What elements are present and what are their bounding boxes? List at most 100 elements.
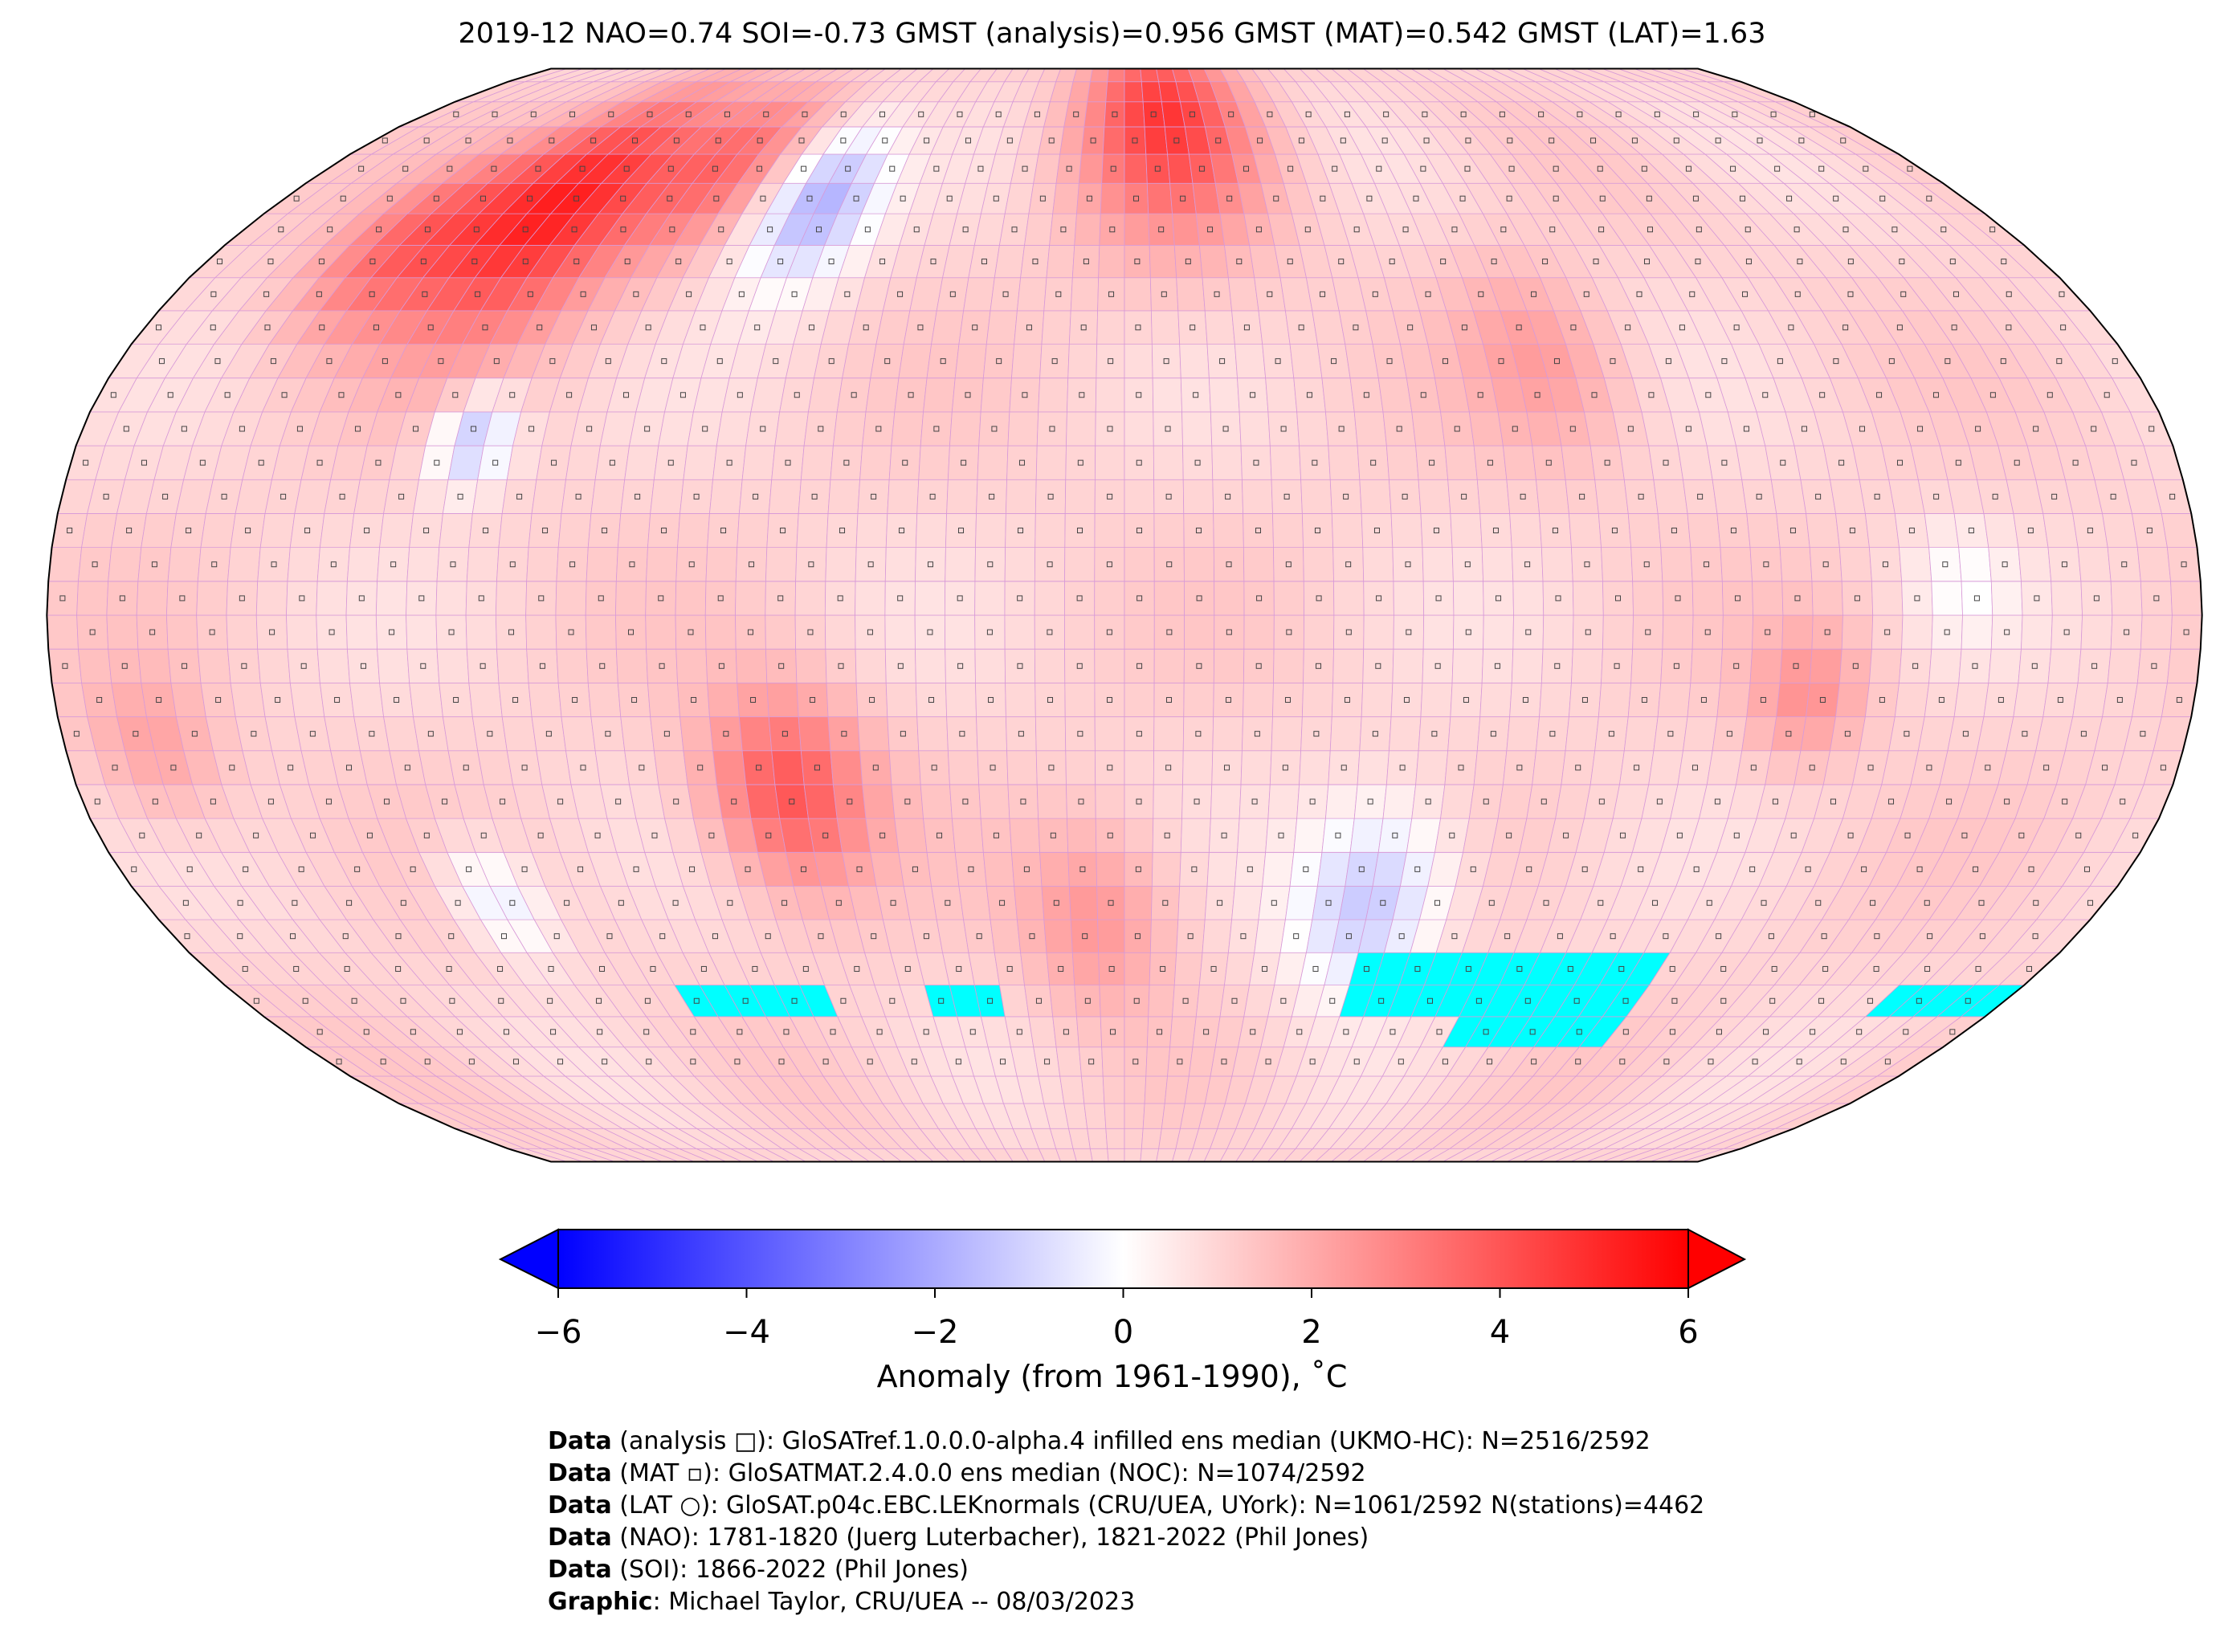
analysis-marker xyxy=(1309,1059,1316,1065)
analysis-marker xyxy=(693,997,700,1004)
analysis-marker xyxy=(1217,899,1223,906)
analysis-marker xyxy=(139,832,145,838)
analysis-marker xyxy=(557,798,564,805)
anomaly-map xyxy=(46,67,2203,1163)
analysis-marker xyxy=(765,933,771,940)
analysis-marker xyxy=(557,1059,564,1065)
analysis-marker xyxy=(938,997,945,1004)
analysis-marker xyxy=(94,798,100,805)
analysis-marker xyxy=(1567,965,1573,972)
analysis-marker xyxy=(1768,933,1774,940)
analysis-marker xyxy=(789,798,795,805)
analysis-marker xyxy=(410,1029,416,1035)
analysis-marker xyxy=(380,1059,386,1065)
analysis-marker xyxy=(783,1029,790,1035)
analysis-marker xyxy=(969,1029,976,1035)
analysis-marker xyxy=(1470,866,1476,872)
analysis-marker xyxy=(646,1059,652,1065)
analysis-marker xyxy=(1870,899,1876,906)
analysis-marker xyxy=(1434,899,1441,906)
colorbar-min-extension xyxy=(498,1228,559,1290)
analysis-marker xyxy=(2132,832,2139,838)
analysis-marker xyxy=(1903,1029,1909,1035)
analysis-marker xyxy=(196,832,202,838)
analysis-marker xyxy=(1847,832,1854,838)
analysis-marker xyxy=(1663,1059,1670,1065)
analysis-marker xyxy=(1475,997,1482,1004)
analysis-marker xyxy=(336,1059,342,1065)
analysis-marker xyxy=(1720,965,1727,972)
colorbar-max-extension xyxy=(1687,1228,1747,1290)
analysis-marker xyxy=(500,933,507,940)
analysis-marker xyxy=(871,933,877,940)
analysis-marker xyxy=(945,899,951,906)
colorbar-tick-label: 2 xyxy=(1301,1314,1322,1351)
analysis-marker xyxy=(210,798,216,805)
analysis-marker xyxy=(999,899,1006,906)
analysis-marker xyxy=(1805,866,1811,872)
analysis-marker xyxy=(876,1029,883,1035)
analysis-marker xyxy=(564,899,570,906)
colorbar-tick-label: 4 xyxy=(1489,1314,1511,1351)
analysis-marker xyxy=(879,832,886,838)
analysis-marker xyxy=(765,832,772,838)
analysis-marker xyxy=(1965,997,1971,1004)
credit-line: Data (NAO): 1781-1820 (Juerg Luterbacher… xyxy=(548,1524,1369,1552)
analysis-marker xyxy=(923,933,929,940)
analysis-marker xyxy=(500,798,506,805)
analysis-marker xyxy=(1706,899,1712,906)
analysis-marker xyxy=(1769,997,1776,1004)
analysis-marker xyxy=(466,866,472,872)
analysis-marker xyxy=(847,798,853,805)
analysis-marker xyxy=(253,997,259,1004)
analysis-marker xyxy=(1132,1059,1139,1065)
analysis-marker xyxy=(955,1059,961,1065)
analysis-marker xyxy=(1109,1029,1116,1035)
analysis-marker xyxy=(1343,1029,1349,1035)
credit-line: Data (MAT ▫): GloSATMAT.2.4.0.0 ens medi… xyxy=(548,1459,1366,1487)
analysis-marker xyxy=(1916,866,1923,872)
analysis-marker xyxy=(712,933,718,940)
colorbar-tick-label: 0 xyxy=(1112,1314,1134,1351)
analysis-marker xyxy=(1082,933,1088,940)
analysis-marker xyxy=(1916,997,1922,1004)
analysis-marker xyxy=(690,1059,696,1065)
analysis-marker xyxy=(253,832,259,838)
analysis-marker xyxy=(802,965,809,972)
colorbar xyxy=(498,1228,1747,1298)
analysis-marker xyxy=(1363,965,1369,972)
analysis-marker xyxy=(2032,933,2038,940)
analysis-marker xyxy=(1973,866,1979,872)
analysis-marker xyxy=(708,832,715,838)
analysis-marker xyxy=(325,798,332,805)
analysis-marker xyxy=(1088,1059,1095,1065)
analysis-marker xyxy=(1576,1029,1582,1035)
analysis-marker xyxy=(1663,933,1669,940)
analysis-marker xyxy=(835,899,842,906)
analysis-marker xyxy=(1924,899,1930,906)
analysis-marker xyxy=(968,866,974,872)
analysis-marker xyxy=(1904,832,1911,838)
analysis-marker xyxy=(400,997,406,1004)
analysis-marker xyxy=(596,997,602,1004)
analysis-marker xyxy=(1312,965,1319,972)
analysis-marker xyxy=(1378,997,1385,1004)
analysis-marker xyxy=(1669,965,1675,972)
analysis-marker xyxy=(1790,832,1797,838)
analysis-marker xyxy=(1203,1029,1210,1035)
analysis-marker xyxy=(1581,866,1588,872)
colorbar-tick-label: 6 xyxy=(1678,1314,1699,1351)
analysis-marker xyxy=(1733,832,1740,838)
analysis-marker xyxy=(598,965,605,972)
analysis-marker xyxy=(1810,1029,1816,1035)
credit-line: Graphic: Michael Taylor, CRU/UEA -- 08/0… xyxy=(548,1588,1136,1616)
analysis-marker xyxy=(659,933,666,940)
analysis-marker xyxy=(856,866,863,872)
analysis-marker xyxy=(727,899,733,906)
analysis-marker xyxy=(2084,866,2091,872)
analysis-marker xyxy=(550,1029,557,1035)
analysis-marker xyxy=(1414,866,1421,872)
analysis-marker xyxy=(1543,899,1549,906)
analysis-marker xyxy=(818,933,824,940)
analysis-marker xyxy=(1187,933,1194,940)
